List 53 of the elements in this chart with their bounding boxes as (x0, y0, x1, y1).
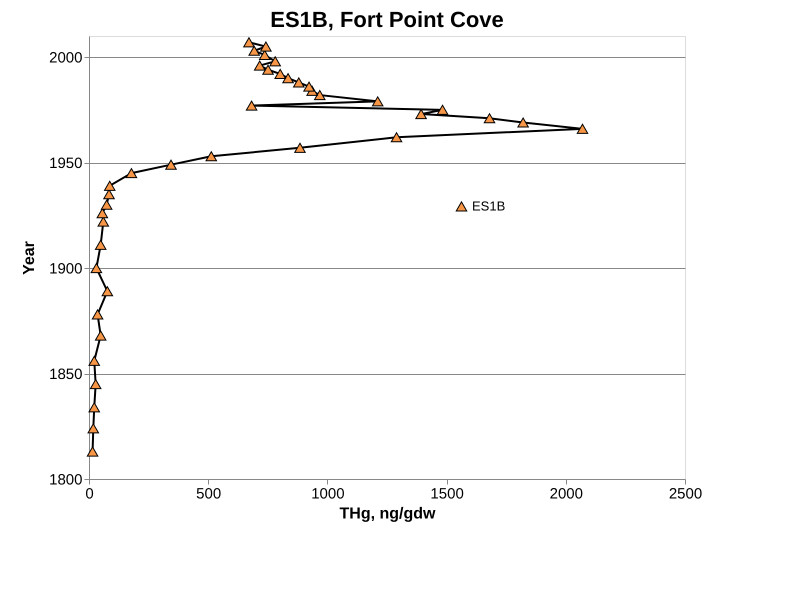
chart-title: ES1B, Fort Point Cove (270, 6, 504, 32)
point (102, 286, 114, 296)
point (90, 263, 102, 274)
x-axis-title: THg, ng/gdw (340, 506, 436, 522)
point (206, 151, 218, 162)
x-tick-label: 2000 (550, 486, 583, 502)
point (92, 309, 104, 320)
y-tick-label: 1850 (49, 366, 82, 384)
point (576, 124, 588, 134)
point (94, 330, 106, 341)
point (274, 68, 286, 80)
point (88, 356, 100, 366)
point (260, 42, 272, 52)
point (103, 189, 115, 200)
x-tick-label: 2500 (668, 486, 702, 502)
x-tick-label: 500 (196, 486, 222, 502)
point (294, 142, 306, 153)
point (390, 132, 402, 142)
point (98, 216, 110, 227)
point (415, 109, 427, 120)
point (126, 168, 138, 178)
point (517, 117, 529, 128)
point (94, 240, 106, 250)
y-tick-label: 2000 (49, 50, 82, 67)
legend-label: ES1B (472, 198, 506, 214)
x-tick-label: 1500 (430, 486, 464, 502)
point (372, 96, 384, 106)
point (88, 423, 100, 434)
point (88, 402, 100, 412)
x-tick-label: 0 (85, 486, 94, 502)
y-tick-label: 1950 (49, 155, 82, 172)
point (314, 90, 326, 100)
y-axis-title: Year (21, 241, 38, 275)
point (303, 82, 315, 92)
point (96, 208, 108, 218)
y-tick-label: 1800 (49, 472, 82, 488)
x-tick-label: 1000 (311, 486, 345, 502)
point (165, 160, 177, 170)
point (269, 56, 281, 66)
point (86, 446, 98, 457)
point (254, 60, 266, 71)
point (100, 200, 112, 210)
point (248, 46, 260, 56)
point (243, 37, 255, 48)
point (282, 73, 294, 84)
y-tick-label: 1900 (49, 260, 82, 278)
point (246, 100, 258, 111)
point (436, 104, 448, 115)
point (262, 64, 274, 75)
point (104, 180, 116, 191)
point (293, 77, 305, 88)
point (90, 379, 102, 390)
point (484, 113, 496, 124)
